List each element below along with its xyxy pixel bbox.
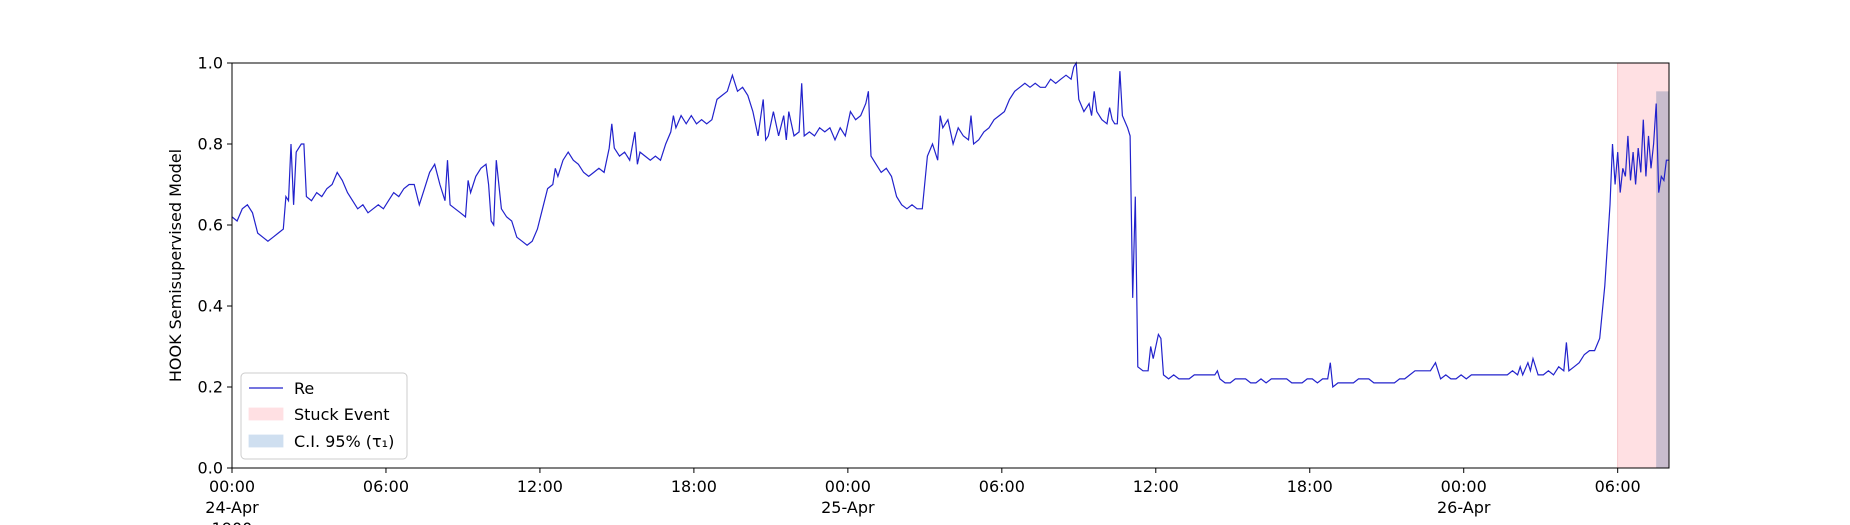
- y-tick-label: 0.6: [198, 216, 223, 235]
- x-tick-sublabel: 26-Apr: [1437, 498, 1491, 517]
- x-tick-label: 18:00: [671, 477, 717, 496]
- x-tick-label: 18:00: [1287, 477, 1333, 496]
- x-tick-label: 00:00: [209, 477, 255, 496]
- y-tick-label: 0.4: [198, 297, 223, 316]
- y-tick-label: 0.8: [198, 135, 223, 154]
- x-tick-label: 12:00: [1133, 477, 1179, 496]
- confidence-interval-region: [1656, 91, 1669, 468]
- y-axis: 0.0 0.2 0.4 0.6 0.8 1.0: [198, 54, 232, 478]
- y-tick-label: 0.2: [198, 378, 223, 397]
- y-tick-label: 0.0: [198, 459, 223, 478]
- legend-entry-label: Stuck Event: [294, 405, 390, 424]
- legend: Re Stuck Event C.I. 95% (τ₁): [240, 372, 408, 460]
- legend-entry-label: C.I. 95% (τ₁): [294, 432, 394, 451]
- x-tick-label: 00:00: [1441, 477, 1487, 496]
- x-tick-label: 00:00: [825, 477, 871, 496]
- x-tick-label: 06:00: [363, 477, 409, 496]
- x-tick-sublabel: 24-Apr: [205, 498, 259, 517]
- legend-swatch-patch: [248, 407, 284, 421]
- legend-entry-label: Re: [294, 379, 314, 398]
- x-tick-sublabel: 25-Apr: [821, 498, 875, 517]
- series-line-re: [231, 61, 1669, 389]
- x-tick-label: 12:00: [517, 477, 563, 496]
- plot-frame: [231, 62, 1670, 469]
- x-axis: 00:00 24-Apr 1900 06:00 12:00 18:00 00:00 25-Ap…: [205, 468, 1641, 525]
- x-tick-label: 06:00: [1595, 477, 1641, 496]
- y-axis-label: HOOK Semisupervised Model: [166, 149, 185, 382]
- x-tick-year-label: 1900: [212, 519, 253, 525]
- y-tick-label: 1.0: [198, 54, 223, 73]
- legend-swatch-patch: [248, 434, 284, 448]
- x-tick-label: 06:00: [979, 477, 1025, 496]
- confidence-interval-band: [1656, 91, 1669, 468]
